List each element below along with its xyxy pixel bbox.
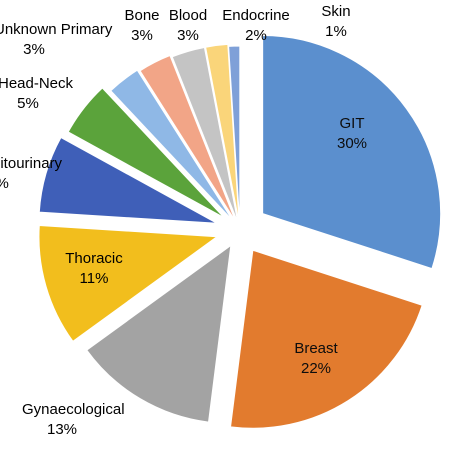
slice-label-name: Unknown Primary	[0, 21, 113, 38]
slice-label-unknown-primary: Unknown Primary 3%	[0, 21, 113, 58]
slice-label-thoracic: Thoracic 11%	[65, 250, 123, 287]
pie-slice-breast	[229, 249, 423, 429]
pie-slice-genitourinary	[38, 136, 218, 224]
slice-label-head-neck: Head-Neck 5%	[0, 75, 74, 112]
pie-slices	[38, 35, 442, 429]
slice-label-value: 22%	[301, 360, 331, 377]
slice-label-name: Genitourinary	[0, 155, 63, 172]
pie-slice-thoracic	[38, 224, 219, 343]
slice-label-name: Thoracic	[65, 250, 123, 267]
slice-label-blood: Blood 3%	[169, 7, 207, 44]
slice-label-value: 1%	[325, 23, 347, 40]
slice-label-value: 13%	[47, 421, 77, 438]
pie-slice-blood	[171, 46, 239, 223]
slice-label-value: 3%	[23, 41, 45, 58]
slice-label-name: Bone	[124, 7, 159, 24]
pie-slice-endocrine	[205, 43, 240, 223]
slice-label-name: Head-Neck	[0, 75, 74, 92]
slice-label-value: 5%	[17, 95, 39, 112]
slice-label-value: 30%	[337, 135, 367, 152]
slice-label-name: GIT	[340, 115, 365, 132]
pie-slice-git	[262, 35, 442, 270]
pie-labels: GIT 30% Breast 22% Gynaecological 13% Thoracic…	[0, 3, 367, 438]
pie-slice-head-neck	[67, 87, 225, 219]
pie-slice-bone	[139, 54, 236, 222]
pie-slice-unknown-primary	[110, 69, 234, 221]
pie-slice-gynaecological	[86, 244, 232, 423]
slice-label-breast: Breast 22%	[294, 340, 338, 377]
slice-label-value: 3%	[131, 27, 153, 44]
slice-label-skin: Skin 1%	[321, 3, 350, 40]
slice-label-git: GIT 30%	[337, 115, 367, 152]
slice-label-value: 2%	[245, 27, 267, 44]
slice-label-bone: Bone 3%	[124, 7, 159, 44]
slice-label-name: Skin	[321, 3, 350, 20]
slice-label-value: 3%	[177, 27, 199, 44]
slice-label-genitourinary: Genitourinary 7%	[0, 155, 63, 192]
slice-label-name: Gynaecological	[22, 401, 125, 418]
slice-label-name: Blood	[169, 7, 207, 24]
slice-label-value: 11%	[80, 270, 109, 287]
pie-slice-skin	[228, 45, 241, 225]
slice-label-name: Breast	[294, 340, 338, 357]
slice-label-name: Endocrine	[222, 7, 290, 24]
slice-label-value: 7%	[0, 175, 9, 192]
slice-label-gynaecological: Gynaecological 13%	[22, 401, 125, 438]
slice-label-endocrine: Endocrine 2%	[222, 7, 290, 44]
